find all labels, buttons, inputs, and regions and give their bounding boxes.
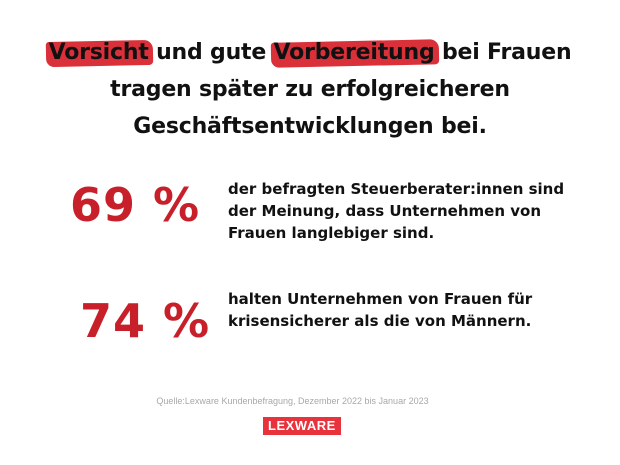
stat-text-1: der befragten Steuerberater:innen sind d…	[228, 180, 565, 242]
highlight-vorbereitung: Vorbereitung	[274, 34, 435, 71]
headline: Vorsicht und gute Vorbereitung bei Fraue…	[40, 34, 580, 145]
stat-value-1: 69 %	[70, 178, 201, 232]
lexware-logo: LEXWARE	[263, 417, 341, 435]
stat-text-2: halten Unternehmen von Frauen für krisen…	[228, 290, 533, 330]
highlight-vorsicht: Vorsicht	[49, 34, 149, 71]
source-note: Quelle:Lexware Kundenbefragung, Dezember…	[156, 396, 429, 406]
stat-value-2: 74 %	[80, 294, 211, 348]
headline-part-2: und gute	[148, 40, 274, 65]
headline-part-4: bei Frauen tragen später zu erfolgreiche…	[110, 40, 572, 139]
